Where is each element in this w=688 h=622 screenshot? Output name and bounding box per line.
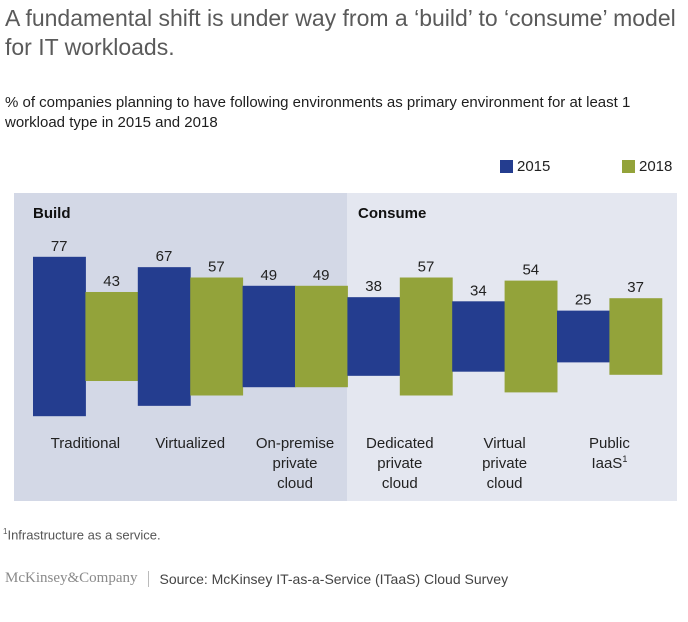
legend: 2015 2018 [0,158,688,178]
footnote-marker: 1 [3,527,8,536]
category-label-line: Public [589,435,630,452]
brand-logo: McKinsey&Company [5,570,138,586]
value-label-2015-2: 49 [260,267,277,284]
category-label-2: On-premise private cloud [256,435,334,492]
category-label-line: cloud [382,475,418,492]
bar-2018-3 [399,277,453,396]
bar-2015-2 [242,285,296,388]
category-label-line: private [377,455,422,472]
category-label-0: Traditional [51,435,120,452]
category-label-line: private [482,455,527,472]
category-label-4: Virtual private cloud [482,435,527,492]
legend-swatch-2015 [500,160,513,173]
value-label-2015-4: 34 [470,282,487,299]
value-label-2018-3: 57 [418,259,435,276]
category-label-line: Virtualized [155,435,225,452]
footnote: 1Infrastructure as a service. [3,527,161,542]
legend-label-2018: 2018 [639,158,673,175]
value-label-2015-5: 25 [575,292,592,309]
bar-2018-4 [504,280,558,393]
value-label-2015-3: 38 [365,278,382,295]
category-label-line: cloud [277,475,313,492]
bar-2015-0 [33,256,86,417]
value-label-2018-5: 37 [627,279,644,296]
bar-2018-5 [609,298,663,375]
category-label-line: cloud [487,475,523,492]
bar-2018-2 [295,285,348,388]
panel-label-consume: Consume [358,205,426,222]
legend-item-2018: 2018 [622,158,672,175]
value-label-2018-1: 57 [208,259,225,276]
category-label-line: Traditional [51,435,120,452]
category-label-line: private [272,455,317,472]
chart-title: A fundamental shift is under way from a … [5,5,676,60]
bar-2015-5 [557,310,610,363]
footer-divider [147,570,149,587]
category-label-3: Dedicated private cloud [366,435,434,492]
value-label-2018-4: 54 [522,262,539,279]
source-text: Source: McKinsey IT-as-a-Service (ITaaS)… [159,570,509,587]
legend-swatch-2018 [622,160,635,173]
value-label-2018-2: 49 [313,267,330,284]
bar-2018-0 [85,291,139,382]
category-label-line: Virtual [483,435,525,452]
footnote-text: Infrastructure as a service. [7,527,161,543]
footer: McKinsey&Company Source: McKinsey IT-as-… [5,570,508,587]
value-label-2015-1: 67 [156,248,173,265]
category-label-line: IaaS [591,455,622,472]
category-label-5: Public IaaS1 [589,435,630,472]
legend-item-2015: 2015 [500,158,550,175]
category-label-line: On-premise [256,435,334,452]
bar-2018-1 [190,277,244,396]
category-label-1: Virtualized [155,435,225,452]
bar-2015-4 [452,301,506,372]
legend-label-2015: 2015 [517,158,551,175]
chart-subtitle: % of companies planning to have followin… [5,94,631,131]
panel-label-build: Build [33,205,71,222]
bar-2015-3 [347,297,401,376]
category-footnote-marker: 1 [622,454,627,464]
value-label-2018-0: 43 [103,273,120,290]
bar-2015-1 [137,267,191,406]
value-label-2015-0: 77 [51,238,68,255]
category-label-line: Dedicated [366,435,434,452]
